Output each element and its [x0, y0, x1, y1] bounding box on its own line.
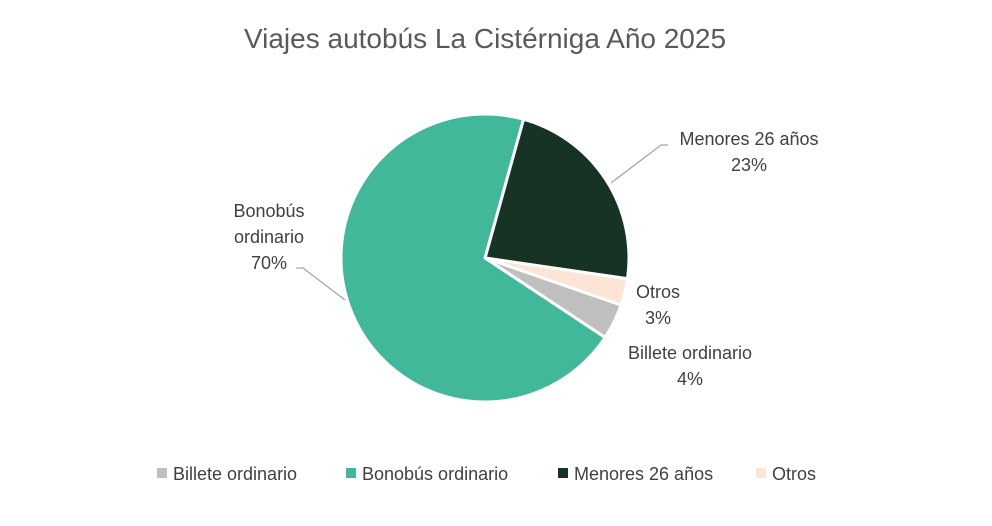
pie-slices: [339, 112, 631, 404]
data-labels: Billete ordinario 4% Bonobús ordinario 70% Me…: [233, 129, 818, 389]
legend-item-otros: Otros: [756, 464, 816, 484]
legend-label-billete: Billete ordinario: [173, 464, 297, 484]
pie-slice-menores: [483, 117, 631, 281]
chart-title: Viajes autobús La Cistérniga Año 2025: [244, 23, 726, 54]
legend-label-otros: Otros: [772, 464, 816, 484]
data-label-bonobus: Bonobús ordinario 70%: [233, 201, 304, 273]
data-label-otros: Otros 3%: [636, 282, 680, 328]
leader-line-menores: [610, 144, 668, 184]
legend-swatch-billete: [157, 468, 167, 478]
legend-label-bonobus: Bonobús ordinario: [362, 464, 508, 484]
legend-swatch-bonobus: [346, 468, 356, 478]
legend-item-menores: Menores 26 años: [558, 464, 713, 484]
legend-item-billete: Billete ordinario: [157, 464, 297, 484]
legend-item-bonobus: Bonobús ordinario: [346, 464, 508, 484]
pie-slice-bonobus: [339, 112, 607, 404]
leader-line-bonobus: [296, 267, 346, 301]
data-label-billete: Billete ordinario 4%: [628, 343, 752, 389]
legend-label-menores: Menores 26 años: [574, 464, 713, 484]
data-label-menores: Menores 26 años 23%: [679, 129, 818, 175]
legend: Billete ordinario Bonobús ordinario Menore…: [157, 464, 816, 484]
legend-swatch-otros: [756, 468, 766, 478]
leader-lines: [296, 144, 668, 301]
legend-swatch-menores: [558, 468, 568, 478]
